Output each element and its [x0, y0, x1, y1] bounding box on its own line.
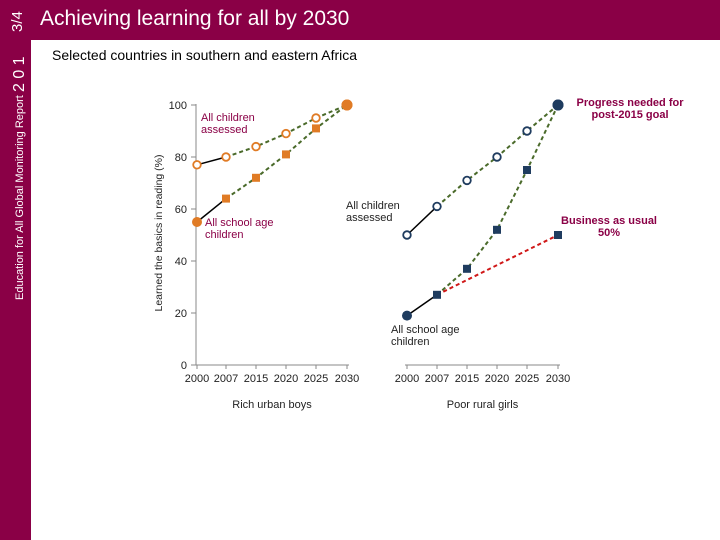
page-badge: 3/4 [9, 11, 26, 32]
x-tick-label: 2000 [395, 373, 419, 385]
data-point-business-as-usual [554, 231, 562, 239]
year-logo: 2 0 1 [11, 56, 28, 92]
y-tick-label: 20 [175, 308, 187, 320]
series-line-business-as-usual [436, 234, 559, 296]
data-point [312, 124, 320, 133]
annotation-rich-school-age-line: children [205, 229, 244, 241]
annotation-progress-needed-line: Progress needed for [577, 97, 685, 109]
data-point [221, 152, 231, 162]
series-line-historical [406, 205, 438, 236]
data-point [222, 194, 230, 203]
chart-points [192, 99, 564, 321]
x-tick-label: 2030 [335, 373, 359, 385]
annotation-progress-needed-line: post-2015 goal [591, 109, 668, 121]
sidebar-strip [0, 0, 31, 540]
series-line-projection [225, 104, 348, 200]
series-line-historical [196, 198, 227, 223]
annotation-poor-school-age-line: All school age [391, 324, 460, 336]
data-point [433, 290, 441, 299]
series-line-historical [406, 294, 438, 317]
annotation-poor-assessed-line: All children [346, 200, 400, 212]
data-point [523, 166, 531, 174]
data-point [402, 310, 412, 321]
series-line-historical [196, 156, 227, 166]
x-tick-label: 2015 [455, 373, 479, 385]
data-point [281, 128, 291, 139]
annotation-rich-school-age-line: All school age [205, 217, 274, 229]
annotation-poor-school-age-line: children [391, 336, 430, 348]
y-tick-label: 100 [169, 100, 187, 112]
y-tick-label: 0 [181, 360, 187, 372]
data-point [252, 173, 260, 182]
data-point [432, 201, 442, 212]
page-badge-text: 3/4 [9, 11, 26, 32]
chart-axes: 0 20 40 60 80 100 Learned the basics in readin… [153, 100, 570, 411]
header-bar [0, 0, 720, 40]
report-series-title: Education for All Global Monitoring Repo… [14, 95, 26, 300]
data-point [462, 175, 472, 186]
panel-label: Rich urban boys [232, 399, 312, 411]
annotation-rich-assessed-line: All children [201, 112, 255, 124]
x-tick-label: 2030 [546, 373, 570, 385]
data-point [192, 217, 202, 227]
data-point [402, 230, 412, 240]
x-tick-label: 2020 [274, 373, 298, 385]
x-tick-label: 2015 [244, 373, 268, 385]
series-line-projection [436, 104, 559, 296]
x-tick-label: 2020 [485, 373, 509, 385]
annotation-business-as-usual-line: 50% [598, 227, 620, 239]
data-point [251, 141, 261, 152]
annotation-poor-assessed-line: assessed [346, 212, 392, 224]
data-point [493, 225, 501, 234]
page-title: Achieving learning for all by 2030 [40, 7, 350, 30]
data-point [492, 152, 502, 162]
data-point-goal [341, 99, 353, 111]
data-point [463, 264, 471, 273]
data-point [192, 160, 202, 170]
annotation-rich-assessed-line: assessed [201, 124, 247, 136]
page-subtitle: Selected countries in southern and easte… [52, 47, 358, 63]
panel-label: Poor rural girls [447, 399, 519, 411]
data-point [282, 150, 290, 159]
report-branding: 2 0 1 Education for All Global Monitorin… [11, 56, 28, 300]
y-tick-label: 80 [175, 152, 187, 164]
annotation-business-as-usual-line: Business as usual [561, 215, 657, 227]
x-tick-label: 2025 [515, 373, 539, 385]
data-point [311, 113, 321, 123]
y-tick-label: 60 [175, 204, 187, 216]
y-tick-label: 40 [175, 256, 187, 268]
data-point-goal [552, 99, 564, 111]
x-tick-label: 2025 [304, 373, 328, 385]
data-point [522, 126, 532, 136]
x-tick-label: 2007 [214, 373, 238, 385]
x-tick-label: 2007 [425, 373, 449, 385]
y-axis-label: Learned the basics in reading (%) [153, 154, 165, 311]
x-tick-label: 2000 [185, 373, 209, 385]
